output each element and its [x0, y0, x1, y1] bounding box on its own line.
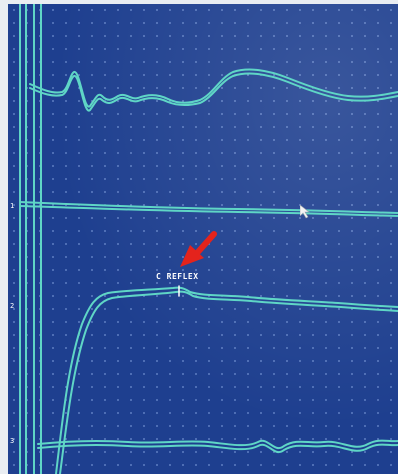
oscilloscope-screen: 1 2 3 C REFLEX	[8, 4, 398, 474]
channel-marker-2: 2	[10, 302, 15, 310]
vertical-edge-traces	[19, 4, 42, 474]
channel-marker-3: 3	[10, 437, 15, 445]
channel-marker-1: 1	[10, 202, 15, 210]
screen-glare	[8, 4, 398, 474]
trace-1	[29, 68, 398, 112]
trace-2	[19, 201, 398, 217]
screen-canvas	[8, 4, 398, 474]
trace-4	[37, 439, 398, 453]
red-arrow-icon	[180, 231, 217, 267]
c-reflex-label: C REFLEX	[156, 272, 199, 281]
trace-3	[55, 285, 398, 474]
